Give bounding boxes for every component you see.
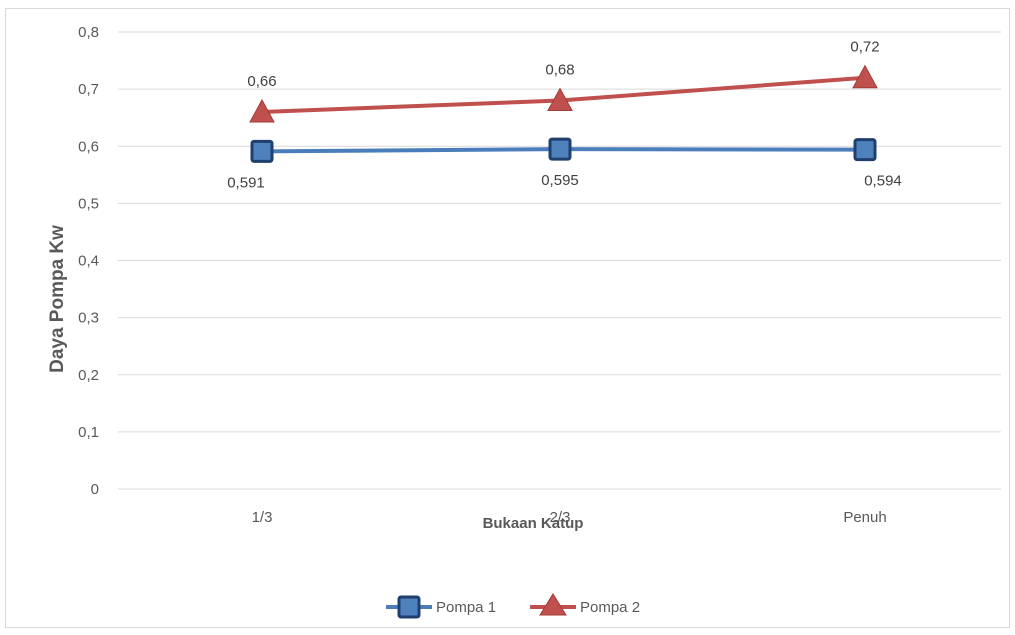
data-label: 0,68 <box>545 62 574 79</box>
series: 0,591 0,595 0,594 0,66 0,68 0,72 <box>227 39 902 192</box>
pompa-2-marker <box>249 98 275 123</box>
x-tick-label: Penuh <box>843 509 886 526</box>
legend-item-pompa-1: Pompa 1 <box>386 595 496 619</box>
x-tick-label: 1/3 <box>252 509 273 526</box>
legend-label: Pompa 1 <box>436 599 496 616</box>
series-1: 0,591 0,595 0,594 <box>227 137 902 191</box>
y-axis-ticks: 0 0,1 0,2 0,3 0,4 0,5 0,6 0,7 0,8 <box>78 24 99 498</box>
y-tick-label: 0,2 <box>78 367 99 384</box>
data-label: 0,594 <box>864 173 902 190</box>
y-tick-label: 0,7 <box>78 81 99 98</box>
y-tick-label: 0,1 <box>78 424 99 441</box>
legend-triangle-icon <box>539 593 567 616</box>
legend: Pompa 1 Pompa 2 <box>386 593 640 619</box>
pompa-2-marker <box>547 87 573 112</box>
pompa-1-marker <box>853 138 877 162</box>
y-tick-label: 0,8 <box>78 24 99 41</box>
data-label: 0,66 <box>247 73 276 90</box>
pompa-1-marker <box>250 139 274 163</box>
x-axis-title: Bukaan Katup <box>483 515 584 532</box>
pompa-1-marker <box>548 137 572 161</box>
x-tick-label: 2/3 <box>550 509 571 526</box>
y-tick-label: 0,4 <box>78 253 99 270</box>
legend-item-pompa-2: Pompa 2 <box>530 593 640 616</box>
y-axis-title: Daya Pompa Kw <box>47 225 68 373</box>
legend-label: Pompa 2 <box>580 599 640 616</box>
data-label: 0,591 <box>227 174 265 191</box>
data-label: 0,72 <box>850 39 879 56</box>
pompa-2-marker <box>852 64 878 89</box>
y-tick-label: 0,6 <box>78 138 99 155</box>
legend-square-icon <box>397 595 421 619</box>
x-axis-ticks: 1/3 2/3 Penuh <box>252 509 887 526</box>
y-tick-label: 0 <box>91 481 99 498</box>
data-label: 0,595 <box>541 172 579 189</box>
y-tick-label: 0,3 <box>78 310 99 327</box>
series-2: 0,66 0,68 0,72 <box>247 39 880 123</box>
y-tick-label: 0,5 <box>78 195 99 212</box>
